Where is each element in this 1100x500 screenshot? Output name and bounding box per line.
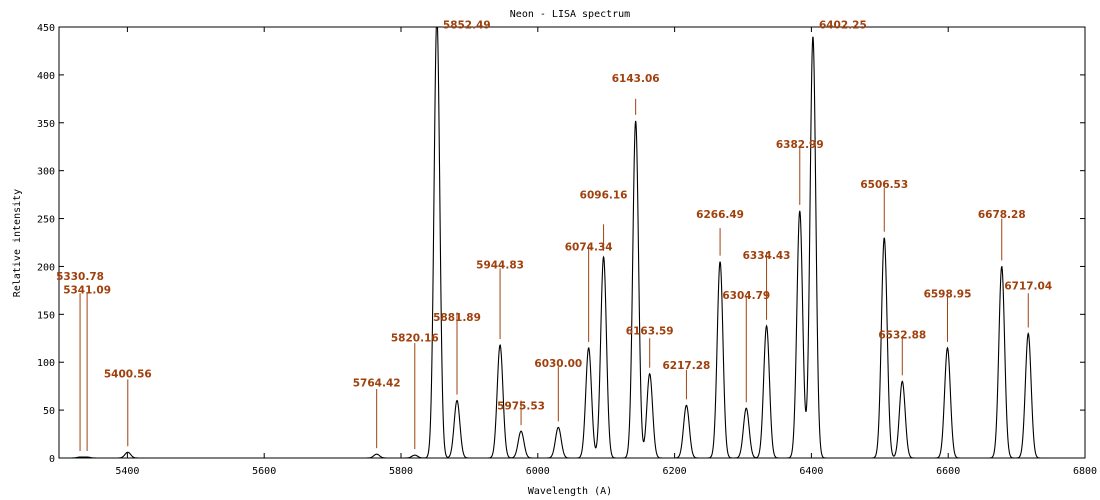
x-tick-label: 6000 bbox=[526, 466, 550, 477]
x-tick-label: 5600 bbox=[252, 466, 276, 477]
peak-label: 6402.25 bbox=[819, 20, 867, 32]
y-axis-label: Relative intensity bbox=[12, 189, 23, 297]
peak-label: 5764.42 bbox=[353, 377, 401, 389]
peak-label: 5820.16 bbox=[391, 332, 439, 344]
x-tick-label: 6400 bbox=[799, 466, 823, 477]
y-tick-label: 300 bbox=[37, 167, 55, 178]
peak-label: 6598.95 bbox=[924, 288, 972, 300]
peak-label: 6532.88 bbox=[878, 329, 926, 341]
y-tick-label: 150 bbox=[37, 310, 55, 321]
peak-label: 6074.34 bbox=[565, 241, 613, 253]
y-tick-label: 200 bbox=[37, 262, 55, 273]
peak-label: 5975.53 bbox=[497, 400, 545, 412]
spectrum-line bbox=[59, 27, 1085, 458]
peak-label: 6678.28 bbox=[978, 209, 1026, 221]
plot-area: 0 50 100 150 200 250 300 350 400 450 5400 5600 5800 6… bbox=[37, 20, 1097, 477]
x-tick-label: 6600 bbox=[936, 466, 960, 477]
y-tick-label: 400 bbox=[37, 71, 55, 82]
x-tick-label: 5400 bbox=[115, 466, 139, 477]
peak-label: 5944.83 bbox=[476, 260, 524, 272]
peak-label: 6382.99 bbox=[776, 139, 824, 151]
peak-label: 6266.49 bbox=[696, 209, 744, 221]
chart-title: Neon - LISA spectrum bbox=[510, 9, 630, 20]
x-axis-label: Wavelength (A) bbox=[528, 486, 612, 497]
x-tick-label: 5800 bbox=[389, 466, 413, 477]
x-tick-label: 6800 bbox=[1073, 466, 1097, 477]
y-tick-label: 0 bbox=[49, 454, 55, 465]
y-tick-label: 100 bbox=[37, 358, 55, 369]
peak-label: 6030.00 bbox=[534, 358, 582, 370]
peak-label: 6334.43 bbox=[743, 250, 791, 262]
peak-label: 5341.09 bbox=[63, 284, 111, 296]
peak-label: 5852.49 bbox=[443, 20, 491, 32]
peak-label: 6506.53 bbox=[860, 179, 908, 191]
peak-label: 5400.56 bbox=[104, 369, 152, 381]
peak-label: 5881.89 bbox=[433, 312, 481, 324]
peak-label: 6217.28 bbox=[663, 360, 711, 372]
peak-label: 6143.06 bbox=[612, 73, 660, 85]
y-tick-label: 450 bbox=[37, 23, 55, 34]
y-tick-label: 350 bbox=[37, 119, 55, 130]
peak-label: 5330.78 bbox=[56, 271, 104, 283]
peak-label: 6304.79 bbox=[722, 290, 770, 302]
peak-label: 6096.16 bbox=[580, 190, 628, 202]
y-tick-label: 50 bbox=[43, 406, 55, 417]
x-tick-label: 6200 bbox=[663, 466, 687, 477]
peak-label: 6163.59 bbox=[626, 326, 674, 338]
y-tick-label: 250 bbox=[37, 215, 55, 226]
peak-label: 6717.04 bbox=[1004, 281, 1052, 293]
